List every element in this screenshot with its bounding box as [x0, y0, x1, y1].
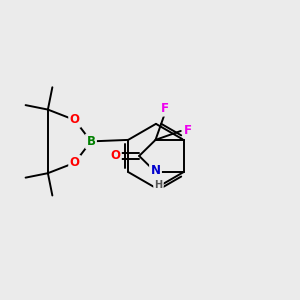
Text: N: N	[151, 164, 160, 177]
Text: F: F	[160, 102, 168, 115]
Text: F: F	[184, 124, 192, 137]
Text: O: O	[70, 156, 80, 169]
Text: B: B	[86, 135, 95, 148]
Text: H: H	[154, 180, 163, 190]
Text: O: O	[70, 113, 80, 127]
Text: O: O	[110, 149, 120, 162]
